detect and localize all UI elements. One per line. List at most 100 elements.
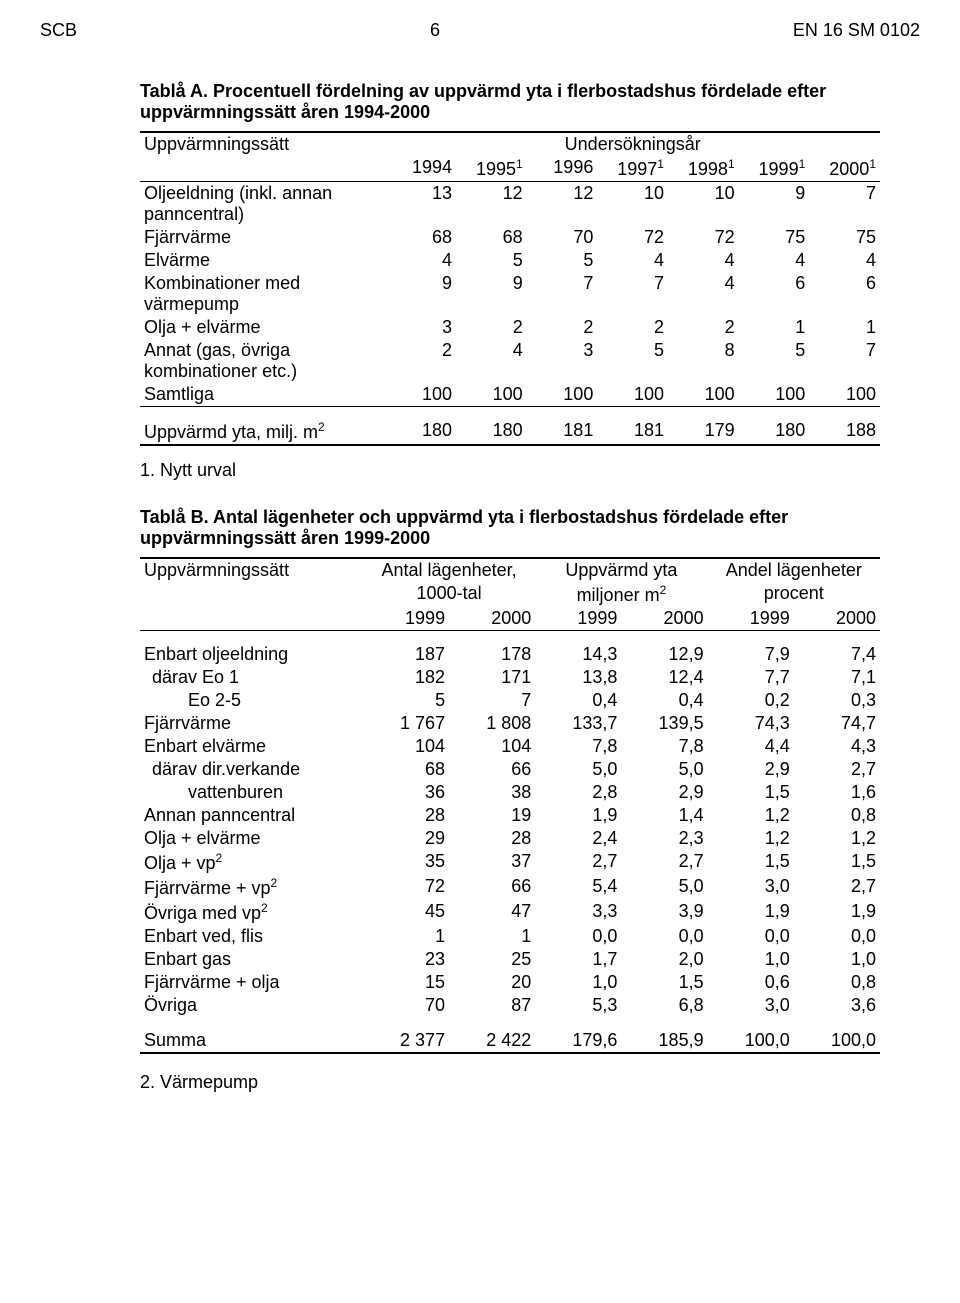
cell: 171 [449,666,535,689]
cell: 0,0 [794,925,880,948]
cell: 7,1 [794,666,880,689]
cell: 187 [363,643,449,666]
cell: 1,4 [621,804,707,827]
table-row: Enbart oljeeldning18717814,312,97,97,4 [140,643,880,666]
cell: 179 [668,419,739,445]
cell: 100,0 [794,1029,880,1053]
cell: 0,4 [535,689,621,712]
table-row: Fjärrvärme68687072727575 [140,226,880,249]
cell: 1,9 [708,900,794,925]
cell: 3 [385,316,456,339]
table-row: Olja + elvärme3222211 [140,316,880,339]
cell: 12 [456,182,527,226]
cell: 25 [449,948,535,971]
cell: 13,8 [535,666,621,689]
cell: 70 [527,226,598,249]
table-row: Oljeeldning (inkl. annan panncentral)131… [140,182,880,226]
row-label: vattenburen [140,781,363,804]
cell: 37 [449,850,535,875]
table-b-group-1-top: Uppvärmd yta [535,558,707,582]
row-label: Enbart oljeeldning [140,643,363,666]
cell: 20 [449,971,535,994]
row-label: Samtliga [140,383,385,407]
cell: 2 [527,316,598,339]
cell: 104 [449,735,535,758]
cell: 1,5 [621,971,707,994]
cell: 1,2 [794,827,880,850]
cell: 1 808 [449,712,535,735]
cell: 2,7 [535,850,621,875]
cell: 66 [449,758,535,781]
cell: 100 [668,383,739,407]
table-row: Fjärrvärme + vp272665,45,03,02,7 [140,875,880,900]
cell: 2 422 [449,1029,535,1053]
row-label: Olja + elvärme [140,316,385,339]
page-header: SCB 6 EN 16 SM 0102 [40,20,920,41]
table-row: Enbart ved, flis110,00,00,00,0 [140,925,880,948]
table-b-group-2-top: Andel lägenheter [708,558,880,582]
row-label: Elvärme [140,249,385,272]
table-row: därav dir.verkande68665,05,02,92,7 [140,758,880,781]
row-label: Enbart elvärme [140,735,363,758]
cell: 12 [527,182,598,226]
table-b: Uppvärmningssätt Antal lägenheter, Uppvä… [140,557,880,1054]
cell: 38 [449,781,535,804]
cell: 100 [527,383,598,407]
row-label: Olja + elvärme [140,827,363,850]
row-label: Annan panncentral [140,804,363,827]
cell: 3,3 [535,900,621,925]
cell: 5 [363,689,449,712]
cell: 12,9 [621,643,707,666]
cell: 1,0 [794,948,880,971]
cell: 5,0 [621,875,707,900]
cell: 185,9 [621,1029,707,1053]
cell: 10 [597,182,668,226]
table-b-header-row-3: 199920001999200019992000 [140,607,880,631]
cell: 13 [385,182,456,226]
cell: 7,9 [708,643,794,666]
row-label: Fjärrvärme + vp2 [140,875,363,900]
cell: 2,9 [708,758,794,781]
cell: 35 [363,850,449,875]
row-label: Oljeeldning (inkl. annan panncentral) [140,182,385,226]
cell: 2,7 [794,875,880,900]
cell: 3,6 [794,994,880,1017]
cell: 100 [456,383,527,407]
table-a-footnote: 1. Nytt urval [140,460,880,481]
row-label: Annat (gas, övriga kombinationer etc.) [140,339,385,383]
cell: 72 [668,226,739,249]
cell: 1,2 [708,827,794,850]
cell: 1,2 [708,804,794,827]
cell: 68 [456,226,527,249]
cell: 5,3 [535,994,621,1017]
table-a-year: 19971 [597,156,668,182]
header-left: SCB [40,20,77,41]
cell: 68 [363,758,449,781]
table-row: Fjärrvärme + olja15201,01,50,60,8 [140,971,880,994]
table-row: vattenburen36382,82,91,51,6 [140,781,880,804]
table-row: Elvärme4554444 [140,249,880,272]
cell: 23 [363,948,449,971]
cell: 2 377 [363,1029,449,1053]
cell: 7 [809,339,880,383]
table-row: Enbart elvärme1041047,87,84,44,3 [140,735,880,758]
cell: 2,7 [794,758,880,781]
table-a-year: 19951 [456,156,527,182]
table-a-title: Tablå A. Procentuell fördelning av uppvä… [140,81,880,123]
cell: 1 [449,925,535,948]
cell: 0,8 [794,804,880,827]
cell: 4,3 [794,735,880,758]
cell: 68 [385,226,456,249]
cell: 1 [809,316,880,339]
cell: 0,2 [708,689,794,712]
row-label: Övriga med vp2 [140,900,363,925]
cell: 36 [363,781,449,804]
cell: 5 [739,339,810,383]
table-b-title: Tablå B. Antal lägenheter och uppvärmd y… [140,507,880,549]
cell: 7 [597,272,668,316]
cell: 133,7 [535,712,621,735]
cell: 100 [597,383,668,407]
cell: 5 [456,249,527,272]
table-b-group-2-bottom: procent [708,582,880,607]
cell: 47 [449,900,535,925]
